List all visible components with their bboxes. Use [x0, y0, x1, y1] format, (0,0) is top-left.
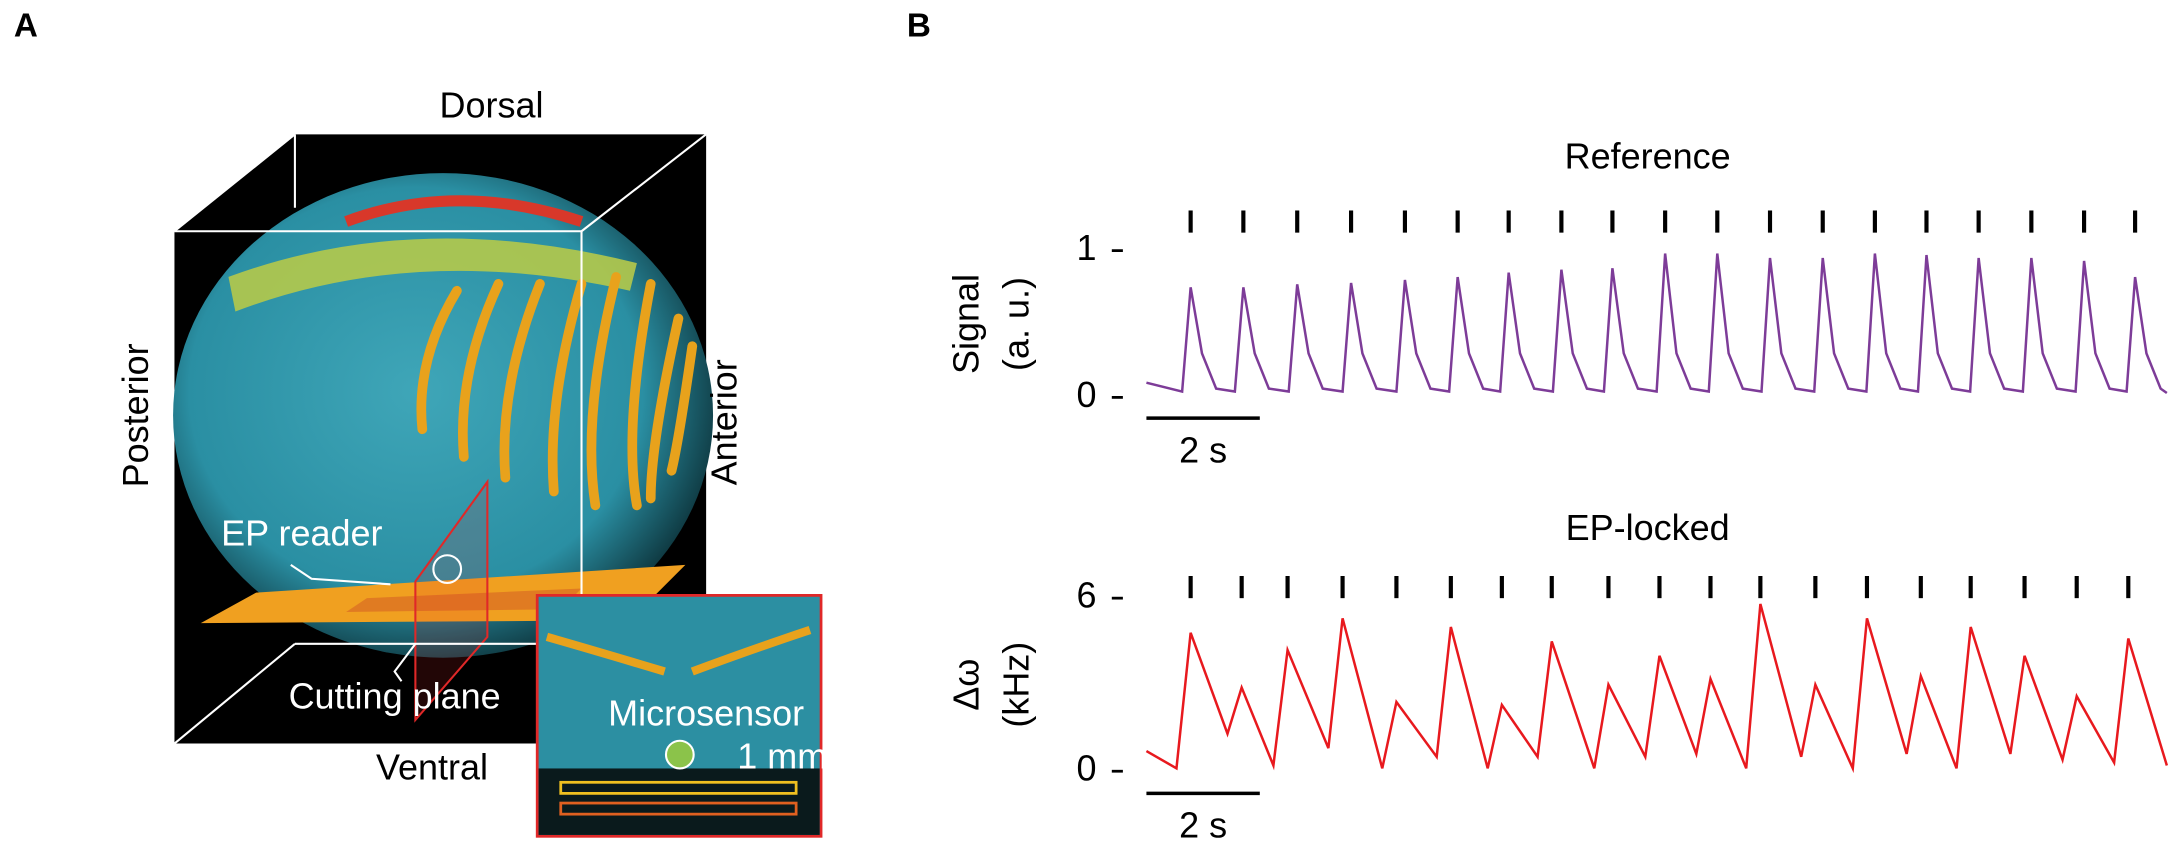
panel-label: A [14, 7, 38, 44]
annotation: Cutting plane [289, 676, 501, 717]
trace [1145, 603, 2169, 774]
y-axis-label: Δω [946, 659, 987, 711]
y-tick-label: 6 [1077, 575, 1097, 616]
annotation: Microsensor [608, 692, 804, 733]
chart-title: EP-locked [1566, 507, 1730, 548]
scale-label: 1 mm [737, 735, 827, 776]
panel-label: B [907, 7, 931, 44]
axis-direction: Ventral [376, 746, 488, 787]
axis-direction: Posterior [115, 343, 156, 487]
axis-direction: Anterior [703, 359, 744, 485]
volume-render [173, 133, 823, 838]
y-tick-label: 0 [1077, 748, 1097, 789]
axis-direction: Dorsal [440, 85, 544, 126]
annotation: EP reader [221, 512, 382, 553]
trace [1146, 253, 2168, 395]
y-axis-label: Signal [946, 274, 987, 374]
y-axis-label: (a. u.) [996, 277, 1037, 371]
chart-title: Reference [1565, 136, 1731, 177]
y-tick-label: 0 [1077, 374, 1097, 415]
scale-bar-label: 2 s [1179, 429, 1227, 470]
y-tick-label: 1 [1077, 227, 1097, 268]
scale-bar-label: 2 s [1179, 804, 1227, 845]
y-axis-label: (kHz) [996, 642, 1037, 728]
